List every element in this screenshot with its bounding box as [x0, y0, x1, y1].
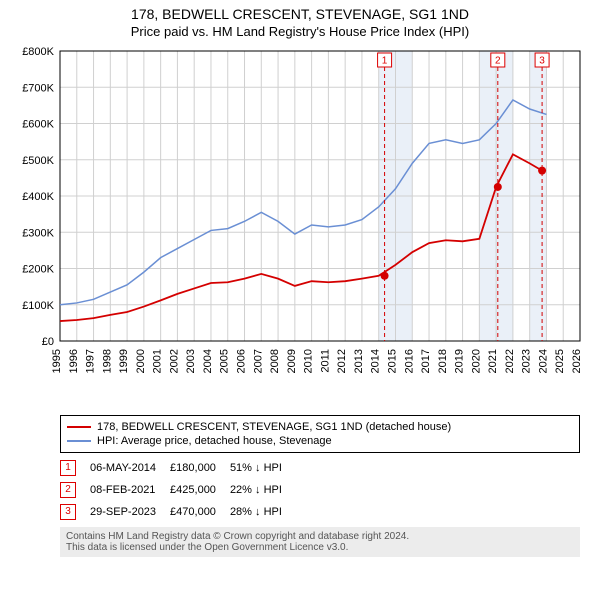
- svg-text:2026: 2026: [571, 349, 583, 373]
- svg-text:2024: 2024: [537, 349, 549, 373]
- svg-text:2003: 2003: [185, 349, 197, 373]
- svg-text:2017: 2017: [420, 349, 432, 373]
- svg-text:2015: 2015: [386, 349, 398, 373]
- events-table: 1 06-MAY-2014 £180,000 51% ↓ HPI 2 08-FE…: [60, 457, 296, 523]
- svg-text:2005: 2005: [219, 349, 231, 373]
- footer-line: This data is licensed under the Open Gov…: [66, 542, 574, 553]
- legend: 178, BEDWELL CRESCENT, STEVENAGE, SG1 1N…: [60, 415, 580, 453]
- svg-text:£100K: £100K: [22, 300, 54, 312]
- event-delta: 22% ↓ HPI: [230, 479, 296, 501]
- footer: Contains HM Land Registry data © Crown c…: [60, 527, 580, 557]
- event-date: 08-FEB-2021: [90, 479, 170, 501]
- svg-text:2006: 2006: [236, 349, 248, 373]
- event-delta: 51% ↓ HPI: [230, 457, 296, 479]
- svg-text:2023: 2023: [521, 349, 533, 373]
- legend-item: HPI: Average price, detached house, Stev…: [67, 435, 573, 447]
- chart-title: 178, BEDWELL CRESCENT, STEVENAGE, SG1 1N…: [0, 6, 600, 22]
- svg-text:2018: 2018: [437, 349, 449, 373]
- table-row: 3 29-SEP-2023 £470,000 28% ↓ HPI: [60, 501, 296, 523]
- svg-text:1997: 1997: [85, 349, 97, 373]
- legend-swatch: [67, 426, 91, 428]
- svg-text:1999: 1999: [118, 349, 130, 373]
- svg-text:£200K: £200K: [22, 264, 54, 276]
- event-price: £425,000: [170, 479, 230, 501]
- svg-text:1998: 1998: [101, 349, 113, 373]
- table-row: 1 06-MAY-2014 £180,000 51% ↓ HPI: [60, 457, 296, 479]
- svg-text:£500K: £500K: [22, 155, 54, 167]
- event-marker-icon: 2: [60, 482, 76, 498]
- svg-text:2019: 2019: [454, 349, 466, 373]
- svg-text:£0: £0: [42, 336, 54, 348]
- title-block: 178, BEDWELL CRESCENT, STEVENAGE, SG1 1N…: [0, 0, 600, 41]
- event-price: £470,000: [170, 501, 230, 523]
- svg-text:1995: 1995: [51, 349, 63, 373]
- event-date: 06-MAY-2014: [90, 457, 170, 479]
- svg-text:£800K: £800K: [22, 46, 54, 58]
- svg-text:2012: 2012: [336, 349, 348, 373]
- legend-swatch: [67, 440, 91, 442]
- event-price: £180,000: [170, 457, 230, 479]
- svg-text:2020: 2020: [470, 349, 482, 373]
- svg-text:2008: 2008: [269, 349, 281, 373]
- svg-text:£700K: £700K: [22, 82, 54, 94]
- svg-text:2010: 2010: [303, 349, 315, 373]
- svg-text:2009: 2009: [286, 349, 298, 373]
- svg-text:2016: 2016: [403, 349, 415, 373]
- svg-text:2014: 2014: [370, 349, 382, 373]
- svg-text:£600K: £600K: [22, 119, 54, 131]
- footer-line: Contains HM Land Registry data © Crown c…: [66, 531, 574, 542]
- svg-text:2004: 2004: [202, 349, 214, 373]
- page: 178, BEDWELL CRESCENT, STEVENAGE, SG1 1N…: [0, 0, 600, 557]
- svg-text:1: 1: [382, 56, 388, 67]
- svg-text:2002: 2002: [168, 349, 180, 373]
- svg-text:2011: 2011: [319, 349, 331, 373]
- event-marker-icon: 3: [60, 504, 76, 520]
- svg-text:2: 2: [495, 56, 501, 67]
- svg-text:2022: 2022: [504, 349, 516, 373]
- svg-text:2025: 2025: [554, 349, 566, 373]
- event-delta: 28% ↓ HPI: [230, 501, 296, 523]
- svg-text:£300K: £300K: [22, 227, 54, 239]
- svg-text:2001: 2001: [152, 349, 164, 373]
- chart: £0 £100K £200K £300K £400K £500K £600K £700K £80…: [0, 41, 600, 411]
- svg-text:£400K: £400K: [22, 191, 54, 203]
- svg-text:3: 3: [539, 56, 545, 67]
- legend-label: 178, BEDWELL CRESCENT, STEVENAGE, SG1 1N…: [97, 421, 451, 433]
- event-marker-icon: 1: [60, 460, 76, 476]
- svg-text:2013: 2013: [353, 349, 365, 373]
- svg-text:2021: 2021: [487, 349, 499, 373]
- legend-label: HPI: Average price, detached house, Stev…: [97, 435, 332, 447]
- table-row: 2 08-FEB-2021 £425,000 22% ↓ HPI: [60, 479, 296, 501]
- svg-text:2007: 2007: [252, 349, 264, 373]
- legend-item: 178, BEDWELL CRESCENT, STEVENAGE, SG1 1N…: [67, 421, 573, 433]
- svg-text:1996: 1996: [68, 349, 80, 373]
- event-date: 29-SEP-2023: [90, 501, 170, 523]
- chart-svg: £0 £100K £200K £300K £400K £500K £600K £700K £80…: [0, 41, 600, 411]
- svg-text:2000: 2000: [135, 349, 147, 373]
- chart-subtitle: Price paid vs. HM Land Registry's House …: [0, 24, 600, 39]
